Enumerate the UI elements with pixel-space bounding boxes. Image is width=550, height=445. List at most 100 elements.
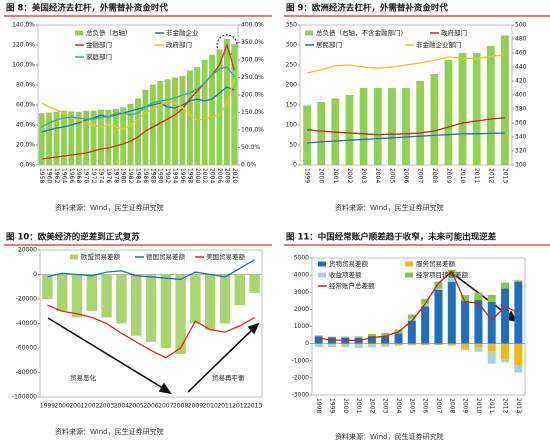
x-tick-label: 1978 (112, 168, 119, 183)
bar (57, 274, 68, 312)
bar (234, 274, 245, 306)
x-tick-label: 2002 (201, 168, 208, 183)
legend-label: 经常账户总差额 (329, 281, 375, 290)
x-tick-label: 1994 (172, 168, 179, 183)
y-tick-label: 0.0% (20, 162, 36, 169)
bar (421, 306, 430, 344)
bar (145, 274, 157, 342)
y-tick-label: 20.0% (16, 142, 35, 149)
x-tick-label: 2007 (435, 398, 442, 413)
x-tick-label: 2006 (422, 398, 429, 413)
y2-tick-label: 350.0% (241, 39, 264, 46)
bar (434, 343, 443, 345)
bar (116, 274, 127, 324)
legend-label: 家庭部门 (86, 52, 112, 61)
x-tick-label: 2001 (69, 403, 84, 410)
y2-tick-label: 500 (515, 22, 527, 29)
chart-title: 图 9：欧洲经济去杠杆，外需替补资金时代 (286, 3, 448, 14)
bar (407, 320, 416, 344)
legend-swatch (305, 30, 313, 36)
x-tick-label: 2008 (173, 403, 188, 410)
x-tick-label: 2013 (515, 398, 522, 413)
bar (461, 343, 470, 349)
bar (487, 294, 496, 302)
x-tick-label: 2012 (487, 168, 494, 183)
x-tick-label: 2004 (209, 168, 216, 183)
x-tick-label: 2013 (501, 168, 508, 183)
line-series (307, 132, 505, 144)
bar (394, 343, 403, 346)
bar (434, 281, 443, 289)
y-tick-label: 40.0% (16, 122, 35, 129)
legend-label: 金融部门 (86, 40, 112, 49)
x-tick-label: 1980 (120, 168, 127, 183)
line-series (41, 78, 235, 130)
bar (303, 105, 311, 165)
y-tick-label: -2000 (292, 374, 310, 381)
x-tick-label: 1974 (97, 168, 104, 183)
x-tick-label: 2004 (114, 403, 129, 410)
x-tick-label: 1984 (135, 168, 142, 183)
y2-tick-label: 300.0% (241, 57, 264, 64)
y2-tick-label: 200.0% (241, 92, 264, 99)
bar (120, 107, 127, 165)
y2-tick-label: 400 (515, 92, 527, 99)
bar (501, 282, 510, 289)
bar (444, 60, 453, 165)
x-tick-label: 2003 (360, 168, 367, 183)
bar (42, 274, 53, 299)
x-tick-label: 2005 (129, 403, 144, 410)
legend-label: 货物贸易差额 (329, 259, 369, 268)
bar (474, 347, 483, 352)
line-series (47, 259, 255, 281)
bar (164, 79, 171, 165)
x-tick-label: 1992 (164, 168, 171, 183)
x-tick-label: 2000 (318, 168, 325, 183)
bar (127, 103, 134, 165)
x-tick-label: 1999 (328, 398, 335, 413)
x-tick-label: 2001 (355, 398, 362, 413)
legend-swatch (70, 254, 78, 260)
bar (430, 74, 439, 165)
x-tick-label: 2000 (194, 168, 201, 183)
bar (231, 44, 238, 165)
bar (514, 364, 523, 373)
x-tick-label: 2008 (431, 168, 438, 183)
legend-label: 服务贸易差额 (416, 259, 456, 268)
legend-label: 总负债（右轴，不含金融部门） (316, 28, 407, 37)
x-tick-label: 1958 (38, 168, 45, 183)
bar (447, 281, 456, 344)
source-note: 资料来源：Wind，民生证券研究院 (55, 427, 164, 436)
line-series (307, 117, 505, 136)
y-tick-label: 60.0% (16, 102, 35, 109)
bar (341, 344, 350, 348)
bar (514, 280, 523, 282)
bar (402, 88, 410, 165)
x-tick-label: 2004 (374, 168, 381, 183)
x-tick-label: 2010 (459, 168, 466, 183)
bar (407, 343, 416, 346)
bar (421, 298, 430, 304)
legend-label: 政府部门 (166, 40, 192, 49)
bar (112, 109, 119, 165)
bar (354, 344, 363, 348)
bar (514, 343, 523, 365)
x-tick-label: 1988 (149, 168, 156, 183)
bar (354, 336, 363, 338)
y-tick-label: 250 (286, 62, 298, 69)
y-tick-label: -60000 (16, 345, 37, 352)
x-tick-label: 2007 (158, 403, 173, 410)
x-tick-label: 1999 (40, 403, 55, 410)
y-tick-label: -100000 (12, 394, 37, 401)
legend-swatch (75, 30, 83, 36)
y2-tick-label: 300 (515, 162, 527, 169)
legend-label: 美国贸易差额 (206, 252, 246, 261)
x-tick-label: 1972 (90, 168, 97, 183)
legend-label: 居民部门 (316, 40, 342, 49)
x-tick-label: 2011 (217, 403, 232, 410)
y-tick-label: 150 (286, 102, 298, 109)
bar (142, 89, 149, 165)
x-tick-label: 1966 (68, 168, 75, 183)
bar (373, 88, 382, 165)
bar (90, 110, 97, 165)
